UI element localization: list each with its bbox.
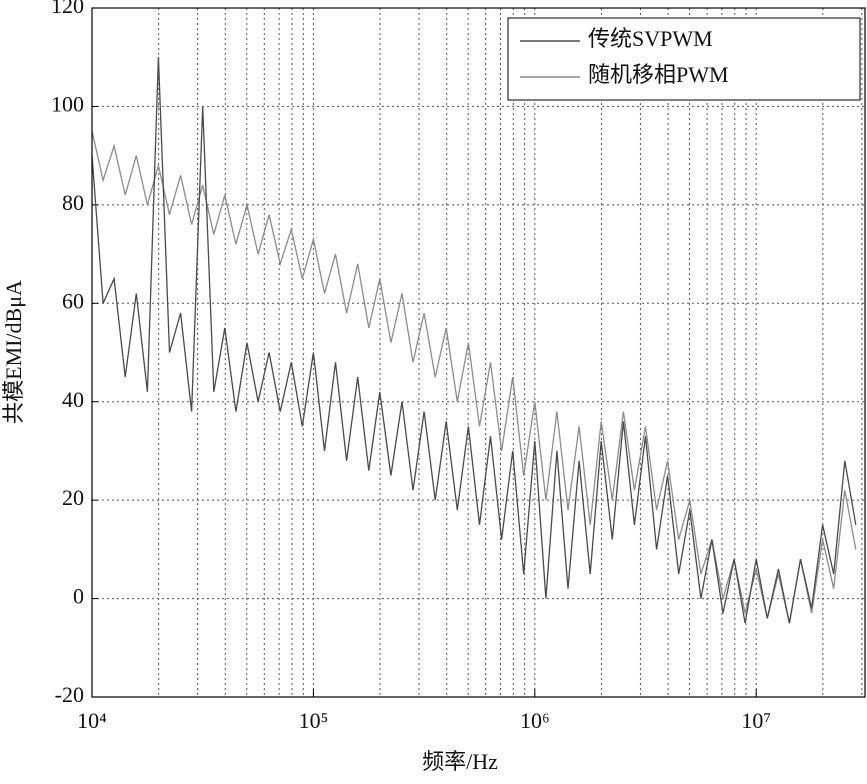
x-axis-label: 频率/Hz [422, 749, 498, 774]
legend-label: 传统SVPWM [588, 26, 713, 51]
y-tick-label: 80 [62, 190, 84, 215]
y-tick-label: 100 [51, 91, 84, 116]
x-tick-label: 10⁵ [299, 708, 329, 733]
legend-box [507, 17, 861, 101]
y-tick-label: -20 [55, 682, 84, 707]
y-axis-label: 共模EMI/dBμA [1, 280, 26, 424]
x-tick-label: 10⁴ [77, 708, 107, 733]
y-tick-label: 120 [51, 0, 84, 18]
x-tick-label: 10⁷ [741, 708, 771, 733]
plot-frame [91, 7, 866, 698]
series-line [91, 57, 857, 624]
y-tick-label: 0 [73, 584, 84, 609]
x-tick-label: 10⁶ [520, 708, 550, 733]
y-tick-label: 40 [62, 387, 84, 412]
y-tick-label: 60 [62, 288, 84, 313]
series-line [91, 130, 857, 624]
legend-label: 随机移相PWM [588, 62, 729, 87]
y-tick-label: 20 [62, 485, 84, 510]
